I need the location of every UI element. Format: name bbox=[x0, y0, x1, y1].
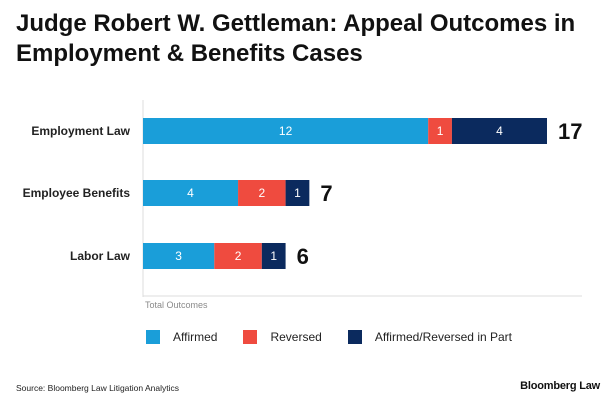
legend-item-affirmed: Affirmed bbox=[146, 330, 217, 344]
x-axis-label: Total Outcomes bbox=[145, 300, 208, 310]
bar-employee-benefits-reversed bbox=[238, 180, 286, 206]
data-label-employment-law-affirmed-reversed-in-part: 4 bbox=[496, 124, 503, 138]
legend-label-affirmed: Affirmed bbox=[173, 330, 218, 344]
data-label-labor-law-reversed: 2 bbox=[235, 249, 242, 263]
source-note: Source: Bloomberg Law Litigation Analyti… bbox=[16, 383, 180, 393]
bar-employee-benefits-affirmed-reversed-in-part bbox=[285, 180, 310, 206]
category-label-employment-law: Employment Law bbox=[31, 124, 130, 138]
bar-employee-benefits-affirmed bbox=[143, 180, 239, 206]
brand-logo: Bloomberg Law bbox=[520, 380, 600, 392]
bar-employment-law-affirmed-reversed-in-part bbox=[451, 118, 547, 144]
data-label-employment-law-reversed: 1 bbox=[437, 124, 444, 138]
bar-labor-law-affirmed-reversed-in-part bbox=[261, 243, 286, 269]
total-label-employee-benefits: 7 bbox=[320, 181, 332, 206]
bar-labor-law-affirmed bbox=[143, 243, 215, 269]
data-label-employment-law-affirmed: 12 bbox=[279, 124, 293, 138]
legend-item-affirmed-reversed-in-part: Affirmed/Reversed in Part bbox=[347, 330, 512, 344]
data-label-employee-benefits-reversed: 2 bbox=[258, 186, 265, 200]
category-label-employee-benefits: Employee Benefits bbox=[23, 186, 131, 200]
legend: Affirmed Reversed Affirmed/Reversed in P… bbox=[146, 330, 538, 344]
data-label-employee-benefits-affirmed: 4 bbox=[187, 186, 194, 200]
total-label-labor-law: 6 bbox=[297, 244, 309, 269]
total-label-employment-law: 17 bbox=[558, 119, 582, 144]
legend-label-reversed: Reversed bbox=[270, 330, 322, 344]
category-label-labor-law: Labor Law bbox=[70, 249, 131, 263]
legend-item-reversed: Reversed bbox=[243, 330, 322, 344]
data-label-labor-law-affirmed: 3 bbox=[175, 249, 182, 263]
data-label-employee-benefits-affirmed-reversed-in-part: 1 bbox=[294, 186, 301, 200]
bar-employment-law-reversed bbox=[428, 118, 452, 144]
bar-labor-law-reversed bbox=[214, 243, 262, 269]
legend-label-affirmed-reversed-in-part: Affirmed/Reversed in Part bbox=[374, 330, 512, 344]
bar-employment-law-affirmed bbox=[143, 118, 429, 144]
chart-title: Judge Robert W. Gettleman: Appeal Outcom… bbox=[16, 10, 576, 67]
legend-swatch-affirmed-reversed-in-part bbox=[347, 330, 362, 344]
data-label-labor-law-affirmed-reversed-in-part: 1 bbox=[270, 249, 277, 263]
legend-swatch-affirmed bbox=[146, 330, 160, 344]
legend-swatch-reversed bbox=[243, 330, 258, 344]
